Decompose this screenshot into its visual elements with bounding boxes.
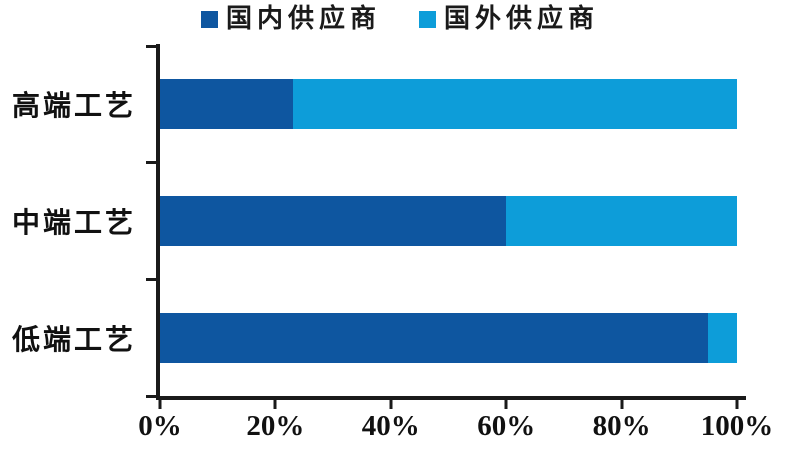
legend-label-foreign: 国外供应商 xyxy=(444,4,600,33)
y-axis-tick xyxy=(146,278,157,281)
legend: 国内供应商 国外供应商 xyxy=(0,6,800,32)
bar-row xyxy=(160,279,737,396)
x-axis-tick-label: 20% xyxy=(246,410,305,442)
bar-segment xyxy=(160,195,507,246)
bar-row xyxy=(160,163,737,280)
bar-segment xyxy=(160,79,293,130)
category-label: 高端工艺 xyxy=(11,91,136,123)
x-axis-tick-label: 40% xyxy=(361,410,420,442)
x-axis-tick xyxy=(504,400,508,409)
stacked-bar xyxy=(160,195,737,246)
x-axis-tick-label: 60% xyxy=(477,410,536,442)
x-axis-ticks xyxy=(158,400,739,410)
legend-label-domestic: 国内供应商 xyxy=(225,4,381,33)
stacked-bar xyxy=(160,79,737,130)
y-axis-tick xyxy=(146,395,157,398)
legend-item-foreign: 国外供应商 xyxy=(419,6,599,32)
x-axis-tick xyxy=(620,400,624,409)
x-axis-tick-label: 80% xyxy=(592,410,651,442)
stacked-bar xyxy=(160,312,737,363)
bar-segment xyxy=(160,312,709,363)
bar-row xyxy=(160,46,737,163)
category-label: 低端工艺 xyxy=(11,324,136,356)
y-axis-line xyxy=(156,44,160,400)
x-axis-tick xyxy=(735,400,739,409)
legend-swatch-foreign xyxy=(419,10,436,28)
legend-swatch-domestic xyxy=(200,10,218,28)
plot-area xyxy=(160,46,737,396)
bar-segment xyxy=(292,79,737,130)
x-axis-tick-label: 0% xyxy=(138,410,182,442)
x-axis-tick-labels: 0% 20% 40% 60% 80% 100% xyxy=(138,410,773,448)
legend-item-domestic: 国内供应商 xyxy=(200,4,381,33)
y-axis-tick xyxy=(146,45,157,48)
x-axis-tick xyxy=(273,400,277,409)
x-axis-line xyxy=(156,396,746,400)
x-axis-tick xyxy=(389,400,393,409)
bar-segment xyxy=(506,195,737,246)
y-axis-tick xyxy=(146,161,157,164)
x-axis-tick xyxy=(158,400,162,409)
category-label: 中端工艺 xyxy=(11,207,136,239)
category-axis-labels: 高端工艺中端工艺低端工艺 xyxy=(0,46,148,396)
bar-segment xyxy=(708,312,737,363)
x-axis-tick-label: 100% xyxy=(700,410,774,442)
